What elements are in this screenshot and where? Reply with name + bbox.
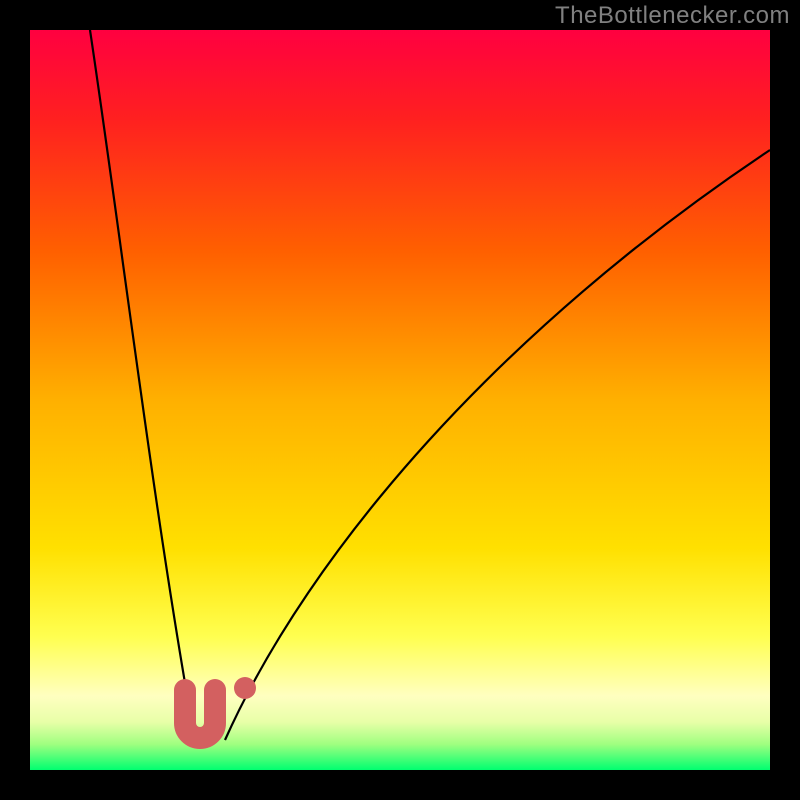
chart-container: TheBottlenecker.com [0, 0, 800, 800]
marker-dot [234, 677, 256, 699]
bottleneck-chart [0, 0, 800, 800]
watermark-text: TheBottlenecker.com [555, 2, 790, 30]
